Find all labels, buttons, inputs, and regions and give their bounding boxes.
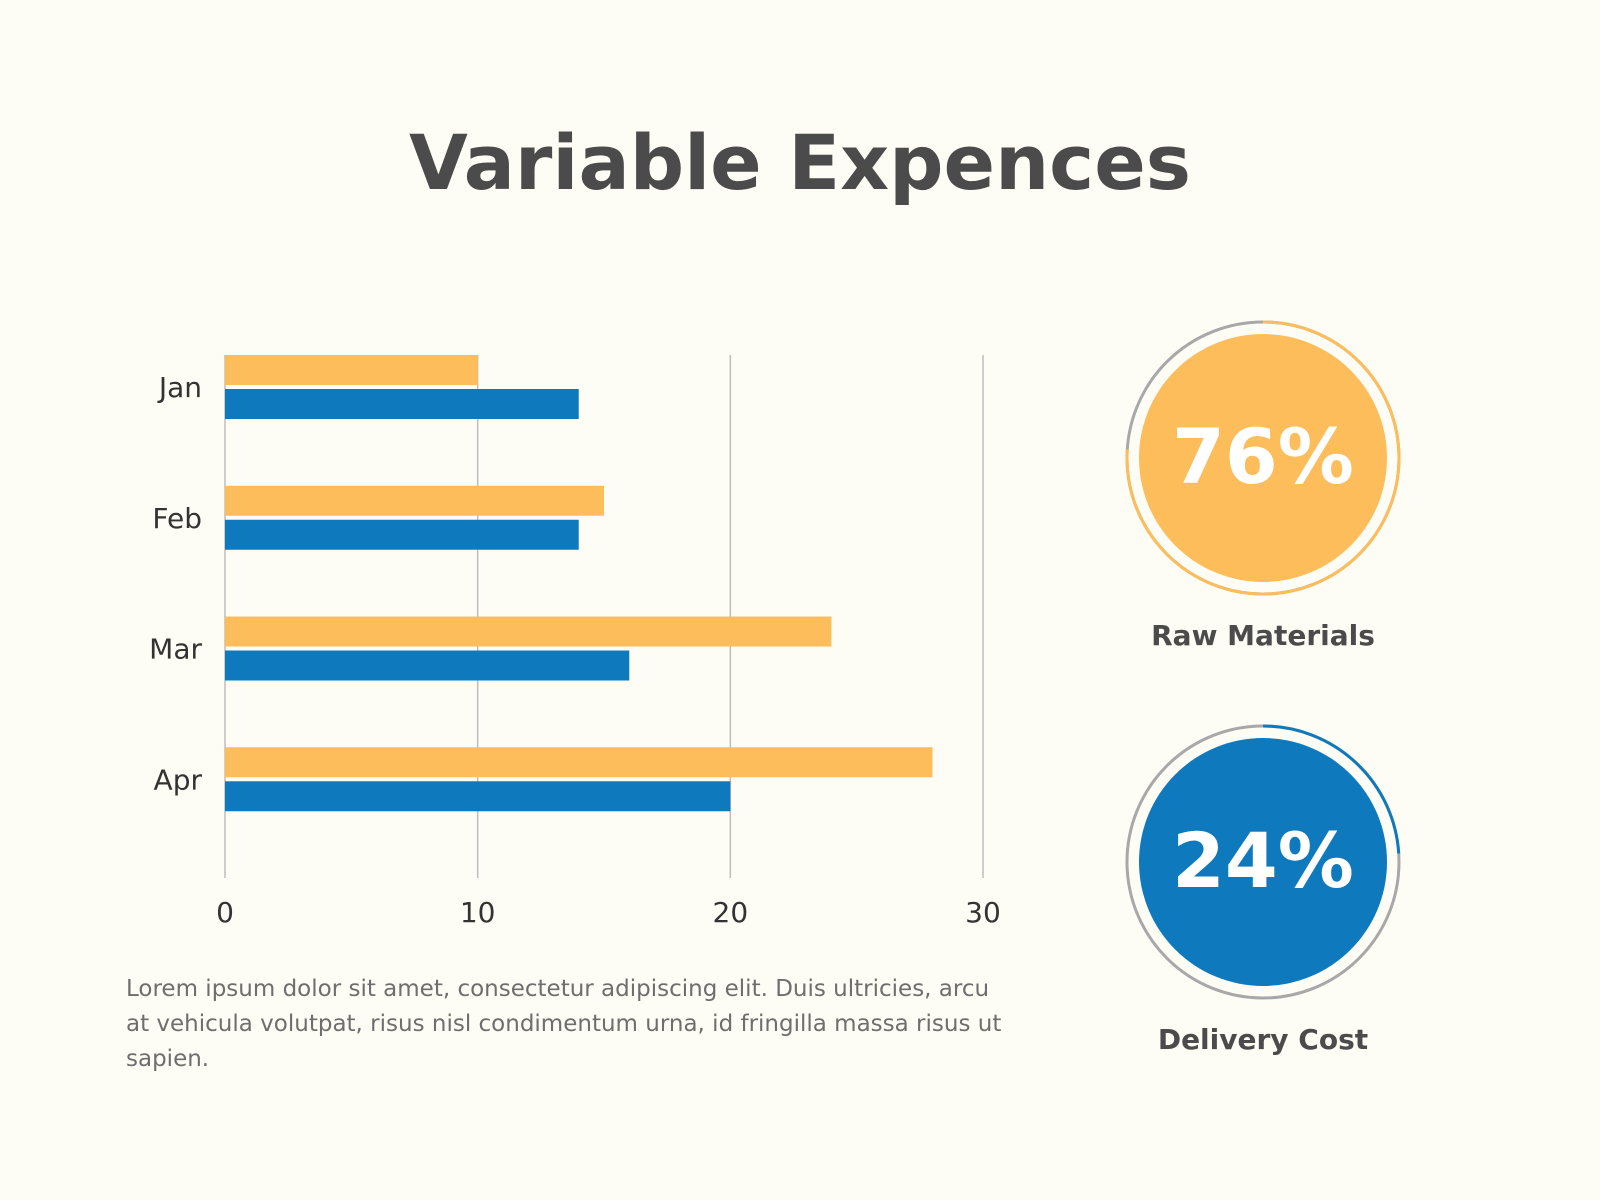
- axis-labels: 0 10 20 30 Jan Feb Mar Apr: [149, 371, 1001, 929]
- bar-feb-series-1: [225, 485, 604, 516]
- bar-mar-series-1: [225, 616, 832, 647]
- ring-fill-circle: [1139, 738, 1387, 986]
- bar-feb-series-2: [225, 519, 579, 550]
- bar-mar-series-2: [225, 650, 630, 681]
- category-label: Jan: [157, 371, 202, 404]
- description-text: Lorem ipsum dolor sit amet, consectetur …: [126, 976, 1002, 1072]
- gauge-label: Delivery Cost: [1157, 1023, 1369, 1056]
- gauge-label: Raw Materials: [1151, 619, 1375, 652]
- bar-apr-series-1: [225, 747, 933, 778]
- delivery-cost-gauge: 24% Delivery Cost: [1118, 717, 1408, 1056]
- ring-progress-arc: [1262, 724, 1401, 854]
- x-tick-label: 0: [216, 896, 234, 929]
- x-tick-label: 10: [460, 896, 496, 929]
- delivery-cost-ring: 24%: [1125, 724, 1401, 1000]
- bar-chart: 0 10 20 30 Jan Feb Mar Apr: [149, 355, 1001, 929]
- bars: [225, 355, 933, 812]
- x-tick-label: 30: [965, 896, 1001, 929]
- ring-progress-arc: [1125, 320, 1401, 596]
- bar-apr-series-2: [225, 781, 731, 812]
- bar-jan-series-2: [225, 389, 579, 419]
- ring-fill-circle: [1139, 334, 1387, 582]
- category-label: Apr: [154, 763, 203, 796]
- raw-materials-ring: 76%: [1125, 320, 1401, 596]
- gauge-value: 76%: [1172, 412, 1354, 501]
- page-title: Variable Expences: [408, 118, 1192, 207]
- category-label: Mar: [149, 633, 202, 666]
- bar-jan-series-1: [225, 355, 478, 385]
- gauge-value: 24%: [1172, 816, 1354, 905]
- x-tick-label: 20: [713, 896, 749, 929]
- category-label: Feb: [152, 502, 202, 535]
- raw-materials-gauge: 76% Raw Materials: [1118, 313, 1408, 652]
